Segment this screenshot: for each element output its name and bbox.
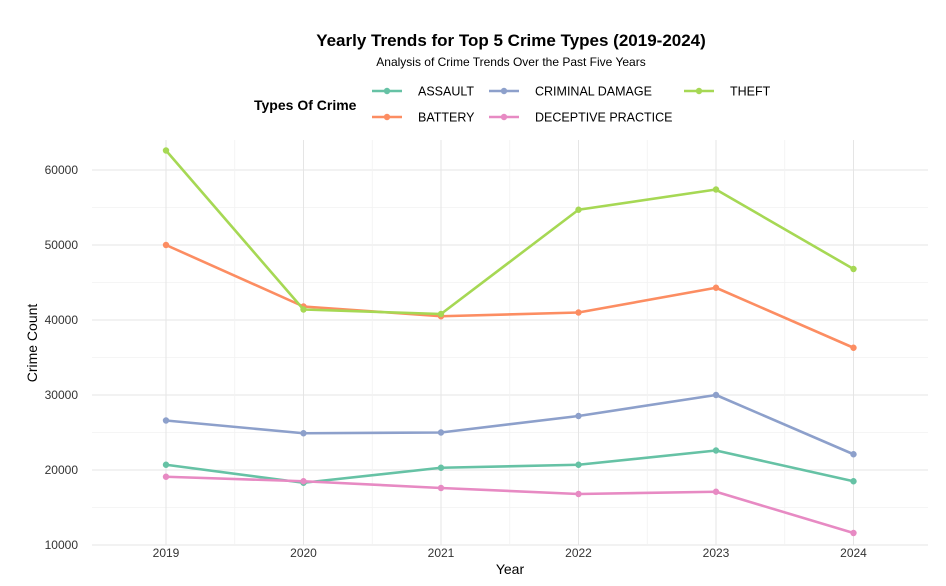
data-point <box>712 488 720 495</box>
data-point <box>300 306 307 313</box>
legend-label: BATTERY <box>418 111 475 125</box>
legend-key-point <box>500 87 508 95</box>
y-tick-label: 10000 <box>45 538 79 552</box>
legend-label: ASSAULT <box>418 85 474 99</box>
data-point <box>712 391 720 399</box>
legend-item: DECEPTIVE PRACTICE <box>489 111 673 125</box>
data-point <box>437 484 445 492</box>
x-tick-labels: 2019 2020 2021 2022 2023 2024 <box>153 546 868 560</box>
data-point <box>300 430 307 437</box>
grid <box>92 140 928 546</box>
x-tick-label: 2024 <box>840 546 867 560</box>
legend: Types Of Crime ASSAULT BATTERY CRIMINAL DA… <box>254 85 771 125</box>
data-point <box>437 429 445 436</box>
y-tick-label: 40000 <box>45 313 79 327</box>
data-point <box>850 478 857 485</box>
data-point <box>575 490 582 498</box>
data-point <box>850 265 857 273</box>
legend-item: THEFT <box>684 85 771 99</box>
legend-label: CRIMINAL DAMAGE <box>535 85 652 99</box>
data-point <box>575 461 582 468</box>
y-tick-label: 20000 <box>45 463 79 477</box>
x-tick-label: 2020 <box>290 546 317 560</box>
legend-label: DECEPTIVE PRACTICE <box>535 111 673 125</box>
data-point <box>162 417 170 424</box>
y-axis-title: Crime Count <box>24 304 40 383</box>
data-point <box>162 147 170 154</box>
legend-title: Types Of Crime <box>254 97 357 113</box>
data-point <box>712 447 720 454</box>
chart-subtitle: Analysis of Crime Trends Over the Past F… <box>376 55 645 69</box>
data-point <box>712 284 720 291</box>
legend-key-point <box>500 113 508 121</box>
legend-key-point <box>383 113 391 121</box>
series-criminal-damage <box>162 391 857 458</box>
series-line <box>165 393 855 456</box>
legend-key-point <box>383 87 391 95</box>
y-tick-labels: 10000 20000 30000 40000 50000 60000 <box>45 163 79 552</box>
x-tick-label: 2023 <box>703 546 730 560</box>
chart-title: Yearly Trends for Top 5 Crime Types (201… <box>316 31 706 50</box>
data-point <box>575 309 582 316</box>
series-line <box>165 475 854 535</box>
data-point <box>162 241 170 249</box>
legend-item: ASSAULT <box>372 85 474 99</box>
series-line <box>165 243 855 349</box>
data-point <box>850 529 857 537</box>
series-theft <box>162 147 857 318</box>
data-point <box>575 412 582 420</box>
data-point <box>300 478 307 485</box>
legend-key-point <box>695 87 703 95</box>
data-point <box>850 344 857 351</box>
data-point <box>712 186 720 193</box>
data-point <box>162 461 170 468</box>
series-lines <box>162 147 857 537</box>
series-line <box>165 149 855 316</box>
y-tick-label: 50000 <box>45 238 79 252</box>
data-point <box>575 206 582 213</box>
data-point <box>437 310 445 318</box>
x-tick-label: 2019 <box>153 546 180 560</box>
legend-item: CRIMINAL DAMAGE <box>489 85 652 99</box>
series-deceptive-practice <box>162 473 857 537</box>
legend-label: THEFT <box>730 85 771 99</box>
data-point <box>850 451 857 458</box>
data-point <box>162 473 170 480</box>
data-point <box>437 464 445 471</box>
y-tick-label: 60000 <box>45 163 79 177</box>
x-axis-title: Year <box>496 561 525 577</box>
x-tick-label: 2022 <box>565 546 592 560</box>
y-tick-label: 30000 <box>45 388 79 402</box>
legend-item: BATTERY <box>372 111 475 125</box>
x-tick-label: 2021 <box>428 546 455 560</box>
